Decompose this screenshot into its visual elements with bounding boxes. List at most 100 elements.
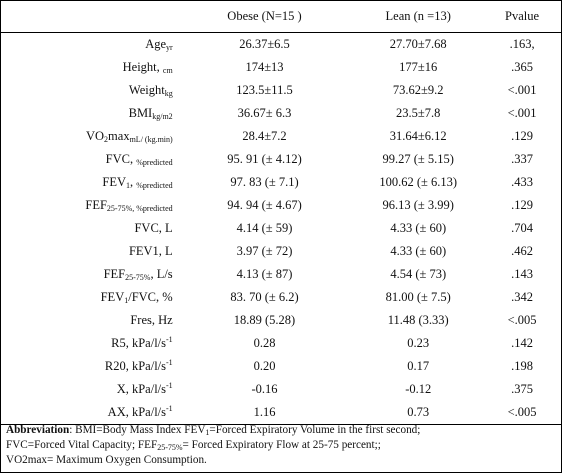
obese-value: 18.89 (5.28) [233, 313, 296, 327]
row-label: Ageyr [0, 33, 175, 57]
label-prefix: FEF [103, 267, 126, 281]
label-text: FEV1, L [128, 244, 173, 258]
obese-value: 123.5±11.5 [236, 83, 293, 97]
obese-value: 95. 91 (± 4.12) [227, 152, 302, 166]
table-row: FEV1/FVC, % 83. 70 (± 6.2) 81.00 (± 7.5) .3… [0, 286, 562, 309]
p-value: .433 [511, 175, 533, 189]
p-value: .129 [511, 198, 533, 212]
obese-value: 0.20 [253, 359, 276, 373]
lean-value: 73.62±9.2 [392, 83, 444, 97]
label-text: R20, kPa/l/s [104, 359, 167, 373]
lean-value: 4.33 (± 60) [390, 221, 447, 235]
header-obese: Obese (N=15 ) [174, 0, 355, 33]
footnote-line2-sub: 25-75% [157, 443, 183, 452]
row-label: Height, cm [0, 56, 175, 79]
table-row: Weightkg 123.5±11.5 73.62±9.2 <.001 [0, 79, 562, 102]
obese-value: 36.67± 6.3 [237, 106, 292, 120]
label-text: , [130, 175, 137, 189]
lean-value: 0.17 [407, 359, 430, 373]
header-row: Obese (N=15 ) Lean (n =13) Pvalue [0, 0, 562, 33]
label-unit-subscript: cm [162, 66, 173, 75]
row-label: FEV1, L [0, 240, 175, 263]
label-unit-subscript: kg [164, 89, 173, 98]
header-pvalue: Pvalue [482, 0, 562, 33]
footnote-line1-b: =Forced Expiratory Volume in the first s… [209, 424, 421, 436]
p-value: .462 [511, 244, 533, 258]
lean-value: 4.33 (± 60) [390, 244, 447, 258]
obese-value: 1.16 [174, 401, 355, 425]
obese-value: 4.14 (± 59) [236, 221, 293, 235]
table-row: AX, kPa/l/s-1 1.16 0.73 <.005 [0, 401, 562, 425]
label-text: /FVC, % [128, 290, 173, 304]
table-row: FVC, L 4.14 (± 59) 4.33 (± 60) .704 [0, 217, 562, 240]
label-inner-subscript: 25-75% [125, 273, 151, 282]
lean-value: 100.62 (± 6.13) [379, 175, 458, 189]
lean-value: 4.54 (± 73) [390, 267, 447, 281]
row-label: FVC, L [0, 217, 175, 240]
row-label: Fres, Hz [0, 309, 175, 332]
table-row: FEV1, %predicted 97. 83 (± 7.1) 100.62 (± … [0, 171, 562, 194]
p-value: <.001 [507, 106, 537, 120]
row-label: BMIkg/m2 [0, 102, 175, 125]
label-unit-subscript: kg/m2 [152, 112, 173, 121]
obese-value: -0.16 [251, 382, 278, 396]
lean-value: 11.48 (3.33) [387, 313, 449, 327]
row-label: R5, kPa/l/s-1 [0, 332, 175, 355]
obese-value: 97. 83 (± 7.1) [230, 175, 299, 189]
lean-value: 177±16 [399, 60, 438, 74]
table-row: FEF25-75%, %predicted 94. 94 (± 4.67) 96.1… [0, 194, 562, 217]
label-text: Weight [128, 83, 165, 97]
label-text: max [108, 129, 130, 143]
p-value: .142 [511, 336, 533, 350]
p-value: <.001 [507, 83, 537, 97]
row-label: FEF25-75%, %predicted [0, 194, 175, 217]
lean-value: 23.5±7.8 [396, 106, 441, 120]
label-prefix: FEV [102, 175, 126, 189]
label-unit-subscript: mL/ (kg.min) [129, 135, 173, 144]
footnote-line2-a: FVC=Forced Vital Capacity; FEF [6, 439, 158, 451]
lean-value: 27.70±7.68 [389, 37, 447, 51]
label-superscript: -1 [166, 404, 173, 413]
p-value: .129 [511, 129, 533, 143]
table-row: FEV1, L 3.97 (± 72) 4.33 (± 60) .462 [0, 240, 562, 263]
label-inner-subscript: 2 [104, 135, 109, 144]
lean-value: -0.12 [405, 382, 432, 396]
header-lean: Lean (n =13) [354, 0, 483, 33]
label-inner-subscript: 1 [126, 181, 130, 190]
label-inner-subscript: 25-75% [106, 204, 133, 213]
label-text: BMI [128, 106, 153, 120]
label-unit-subscript: yr [166, 43, 173, 52]
lean-value: 0.23 [407, 336, 430, 350]
lean-value: 31.64±6.12 [389, 129, 447, 143]
abbreviation-footnote: Abbreviation: BMI=Body Mass Index FEV1=F… [6, 423, 551, 468]
p-value: .375 [511, 382, 533, 396]
p-value: .704 [511, 221, 533, 235]
table-row: R5, kPa/l/s-1 0.28 0.23 .142 [0, 332, 562, 355]
table-row: Height, cm 174±13 177±16 .365 [0, 56, 562, 79]
label-superscript: -1 [166, 335, 173, 344]
obese-value: 28.4±7.2 [242, 129, 287, 143]
row-label: FVC, %predicted [0, 148, 175, 171]
table-row: FVC, %predicted 95. 91 (± 4.12) 99.27 (± 5… [0, 148, 562, 171]
p-value: <.005 [507, 313, 537, 327]
label-text: FVC, [105, 152, 137, 166]
footnote-line2-b: = Forced Expiratory Flow at 25-75 percen… [182, 439, 381, 451]
p-value: .198 [511, 359, 533, 373]
label-text: , L/s [150, 267, 173, 281]
footnote-line1-a: : BMI=Body Mass Index FEV [69, 424, 206, 436]
lean-value: 99.27 (± 5.15) [382, 152, 454, 166]
clinical-stats-table: Obese (N=15 ) Lean (n =13) Pvalue Ageyr 2… [0, 0, 562, 425]
label-prefix: FEV [100, 290, 125, 304]
obese-value: 26.37±6.5 [239, 37, 290, 51]
p-value: .143 [511, 267, 533, 281]
lean-value: 0.73 [354, 401, 483, 425]
row-label: FEV1, %predicted [0, 171, 175, 194]
label-inner-subscript: 1 [124, 296, 129, 305]
p-value: .342 [511, 290, 533, 304]
row-label: FEF25-75%, L/s [0, 263, 175, 286]
label-text: Age [145, 37, 167, 51]
label-superscript: -1 [166, 381, 173, 390]
table-row: VO2maxmL/ (kg.min) 28.4±7.2 31.64±6.12 .129 [0, 125, 562, 148]
label-superscript: -1 [166, 358, 173, 367]
obese-value: 4.13 (± 87) [236, 267, 293, 281]
